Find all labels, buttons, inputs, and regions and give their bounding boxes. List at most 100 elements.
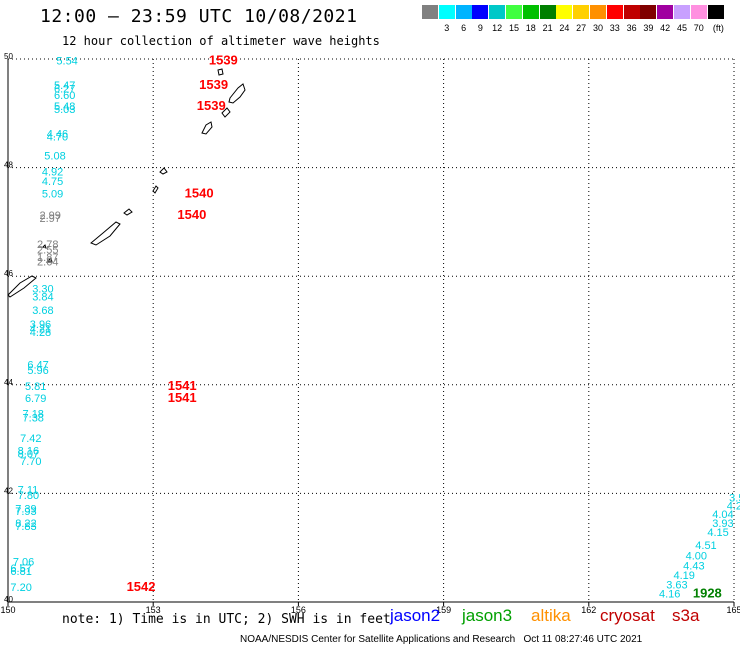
wave-height-label: 5.03 xyxy=(54,104,75,116)
legend-label: 21 xyxy=(542,23,553,33)
wave-height-label: 8.22 xyxy=(15,518,36,530)
wave-height-label: 4.19 xyxy=(674,570,695,582)
wave-height-label: 4.92 xyxy=(42,167,63,179)
legend-swatch xyxy=(657,5,674,19)
legend-label: 3 xyxy=(444,23,450,33)
time-label: 1539 xyxy=(209,52,238,67)
wave-height-label: 2.78 xyxy=(37,239,58,251)
legend-label: 45 xyxy=(676,23,687,33)
time-label: 1539 xyxy=(199,77,228,92)
island xyxy=(90,221,121,246)
wave-height-label: 4.70 xyxy=(47,131,68,143)
wave-height-label: 4.46 xyxy=(47,129,68,141)
wave-height-label: 6.81 xyxy=(10,566,31,578)
time-label: 1541 xyxy=(168,378,197,393)
lat-tick-label: 50 xyxy=(4,52,13,61)
wave-height-label: 2.99 xyxy=(39,210,60,222)
coastline xyxy=(7,68,246,298)
wave-height-label: 6.60 xyxy=(54,90,75,102)
wave-height-label: 3.30 xyxy=(32,283,53,295)
legend-swatch xyxy=(422,5,438,19)
units-note: note: 1) Time is in UTC; 2) SWH is in fe… xyxy=(62,612,391,627)
wave-height-label: 7.11 xyxy=(18,484,39,496)
wave-height-label: 2.55 xyxy=(37,244,58,256)
legend-swatch xyxy=(438,5,455,19)
wave-height-label: 7.20 xyxy=(10,582,31,594)
legend-label: 6 xyxy=(461,23,467,33)
wave-height-label: 6.79 xyxy=(25,393,46,405)
wave-height-label: 4.04 xyxy=(712,509,733,521)
legend-label: 18 xyxy=(525,23,536,33)
legend-label: 30 xyxy=(592,23,603,33)
wave-height-label: 6.57 xyxy=(10,563,31,575)
island xyxy=(159,167,168,175)
wave-height-label: 7.93 xyxy=(15,506,36,518)
wave-height-label: 6.27 xyxy=(54,84,75,96)
page-title: 12:00 – 23:59 UTC 10/08/2021 xyxy=(40,6,358,27)
wave-height-label: 7.38 xyxy=(23,413,44,425)
lon-tick-label: 153 xyxy=(146,605,161,615)
wave-height-label: 7.70 xyxy=(20,456,41,468)
wave-height-label: 4.21 xyxy=(30,324,51,336)
wave-height-label: 4.28 xyxy=(30,327,51,339)
lat-tick-label: 44 xyxy=(4,378,13,387)
wave-height-label: 2.64 xyxy=(37,256,58,268)
lon-tick-label: 156 xyxy=(291,605,306,615)
lon-tick-label: 159 xyxy=(436,605,451,615)
island xyxy=(221,107,231,118)
legend-swatch xyxy=(590,5,606,19)
lat-lon-grid: 150 153 156 159 162 165 50 48 46 44 42 40 xyxy=(0,52,740,615)
wave-height-label: 4.75 xyxy=(42,176,63,188)
wave-height-label: 1.87 xyxy=(37,252,58,264)
track-labels: 5.54 5.476.276.605.485.03 4.464.70 5.08 4.92… xyxy=(10,52,740,600)
legend-label: 36 xyxy=(626,23,637,33)
legend-label: 42 xyxy=(660,23,671,33)
wave-height-label: 4.2 xyxy=(727,501,740,513)
wave-height-label: 8.07 xyxy=(18,449,39,461)
satellite-name: jason2 xyxy=(390,606,441,625)
satellite-name: altika xyxy=(531,606,571,625)
lon-tick-label: 162 xyxy=(581,605,596,615)
wave-height-label: 3.68 xyxy=(32,305,53,317)
legend-swatch xyxy=(640,5,657,19)
legend-label: 27 xyxy=(576,23,587,33)
legend-label: 9 xyxy=(477,23,483,33)
wave-height-label: 5.54 xyxy=(56,55,77,67)
wave-height-label: 4.15 xyxy=(707,527,728,539)
island xyxy=(42,244,47,249)
island xyxy=(7,275,37,298)
wave-height-label: 2.97 xyxy=(39,213,60,225)
wave-height-label: 3.96 xyxy=(30,319,51,331)
wave-height-label: 7.42 xyxy=(20,433,41,445)
wave-height-label: 8.16 xyxy=(18,445,39,457)
legend-swatch xyxy=(556,5,573,19)
wave-height-label: 4.16 xyxy=(659,589,680,601)
wave-height-label: 3.63 xyxy=(666,579,687,591)
wave-height-label: 7.18 xyxy=(23,408,44,420)
wave-height-label: 4.51 xyxy=(695,540,716,552)
legend-label: 70 xyxy=(693,23,704,33)
legend-swatch xyxy=(690,5,707,19)
legend-label: 33 xyxy=(609,23,620,33)
island xyxy=(217,68,224,76)
legend-label: 39 xyxy=(643,23,654,33)
island xyxy=(152,185,159,194)
wave-height-label: 4.00 xyxy=(686,551,707,563)
legend-swatch xyxy=(489,5,506,19)
time-label: 1539 xyxy=(197,98,226,113)
lon-tick-label: 150 xyxy=(0,605,15,615)
wave-height-label: 7.39 xyxy=(15,503,36,515)
credit-line: NOAA/NESDIS Center for Satellite Applica… xyxy=(240,634,643,645)
wave-height-label: 3.93 xyxy=(712,518,733,530)
legend-swatch xyxy=(606,5,623,19)
wave-height-label: 3.5 xyxy=(729,493,740,505)
legend-swatch xyxy=(623,5,640,19)
legend-swatch xyxy=(506,5,522,19)
lat-tick-label: 46 xyxy=(4,269,13,278)
legend-swatch xyxy=(472,5,489,19)
lat-tick-label: 42 xyxy=(4,486,13,495)
time-label: 1540 xyxy=(185,185,214,200)
legend-label: 24 xyxy=(559,23,570,33)
